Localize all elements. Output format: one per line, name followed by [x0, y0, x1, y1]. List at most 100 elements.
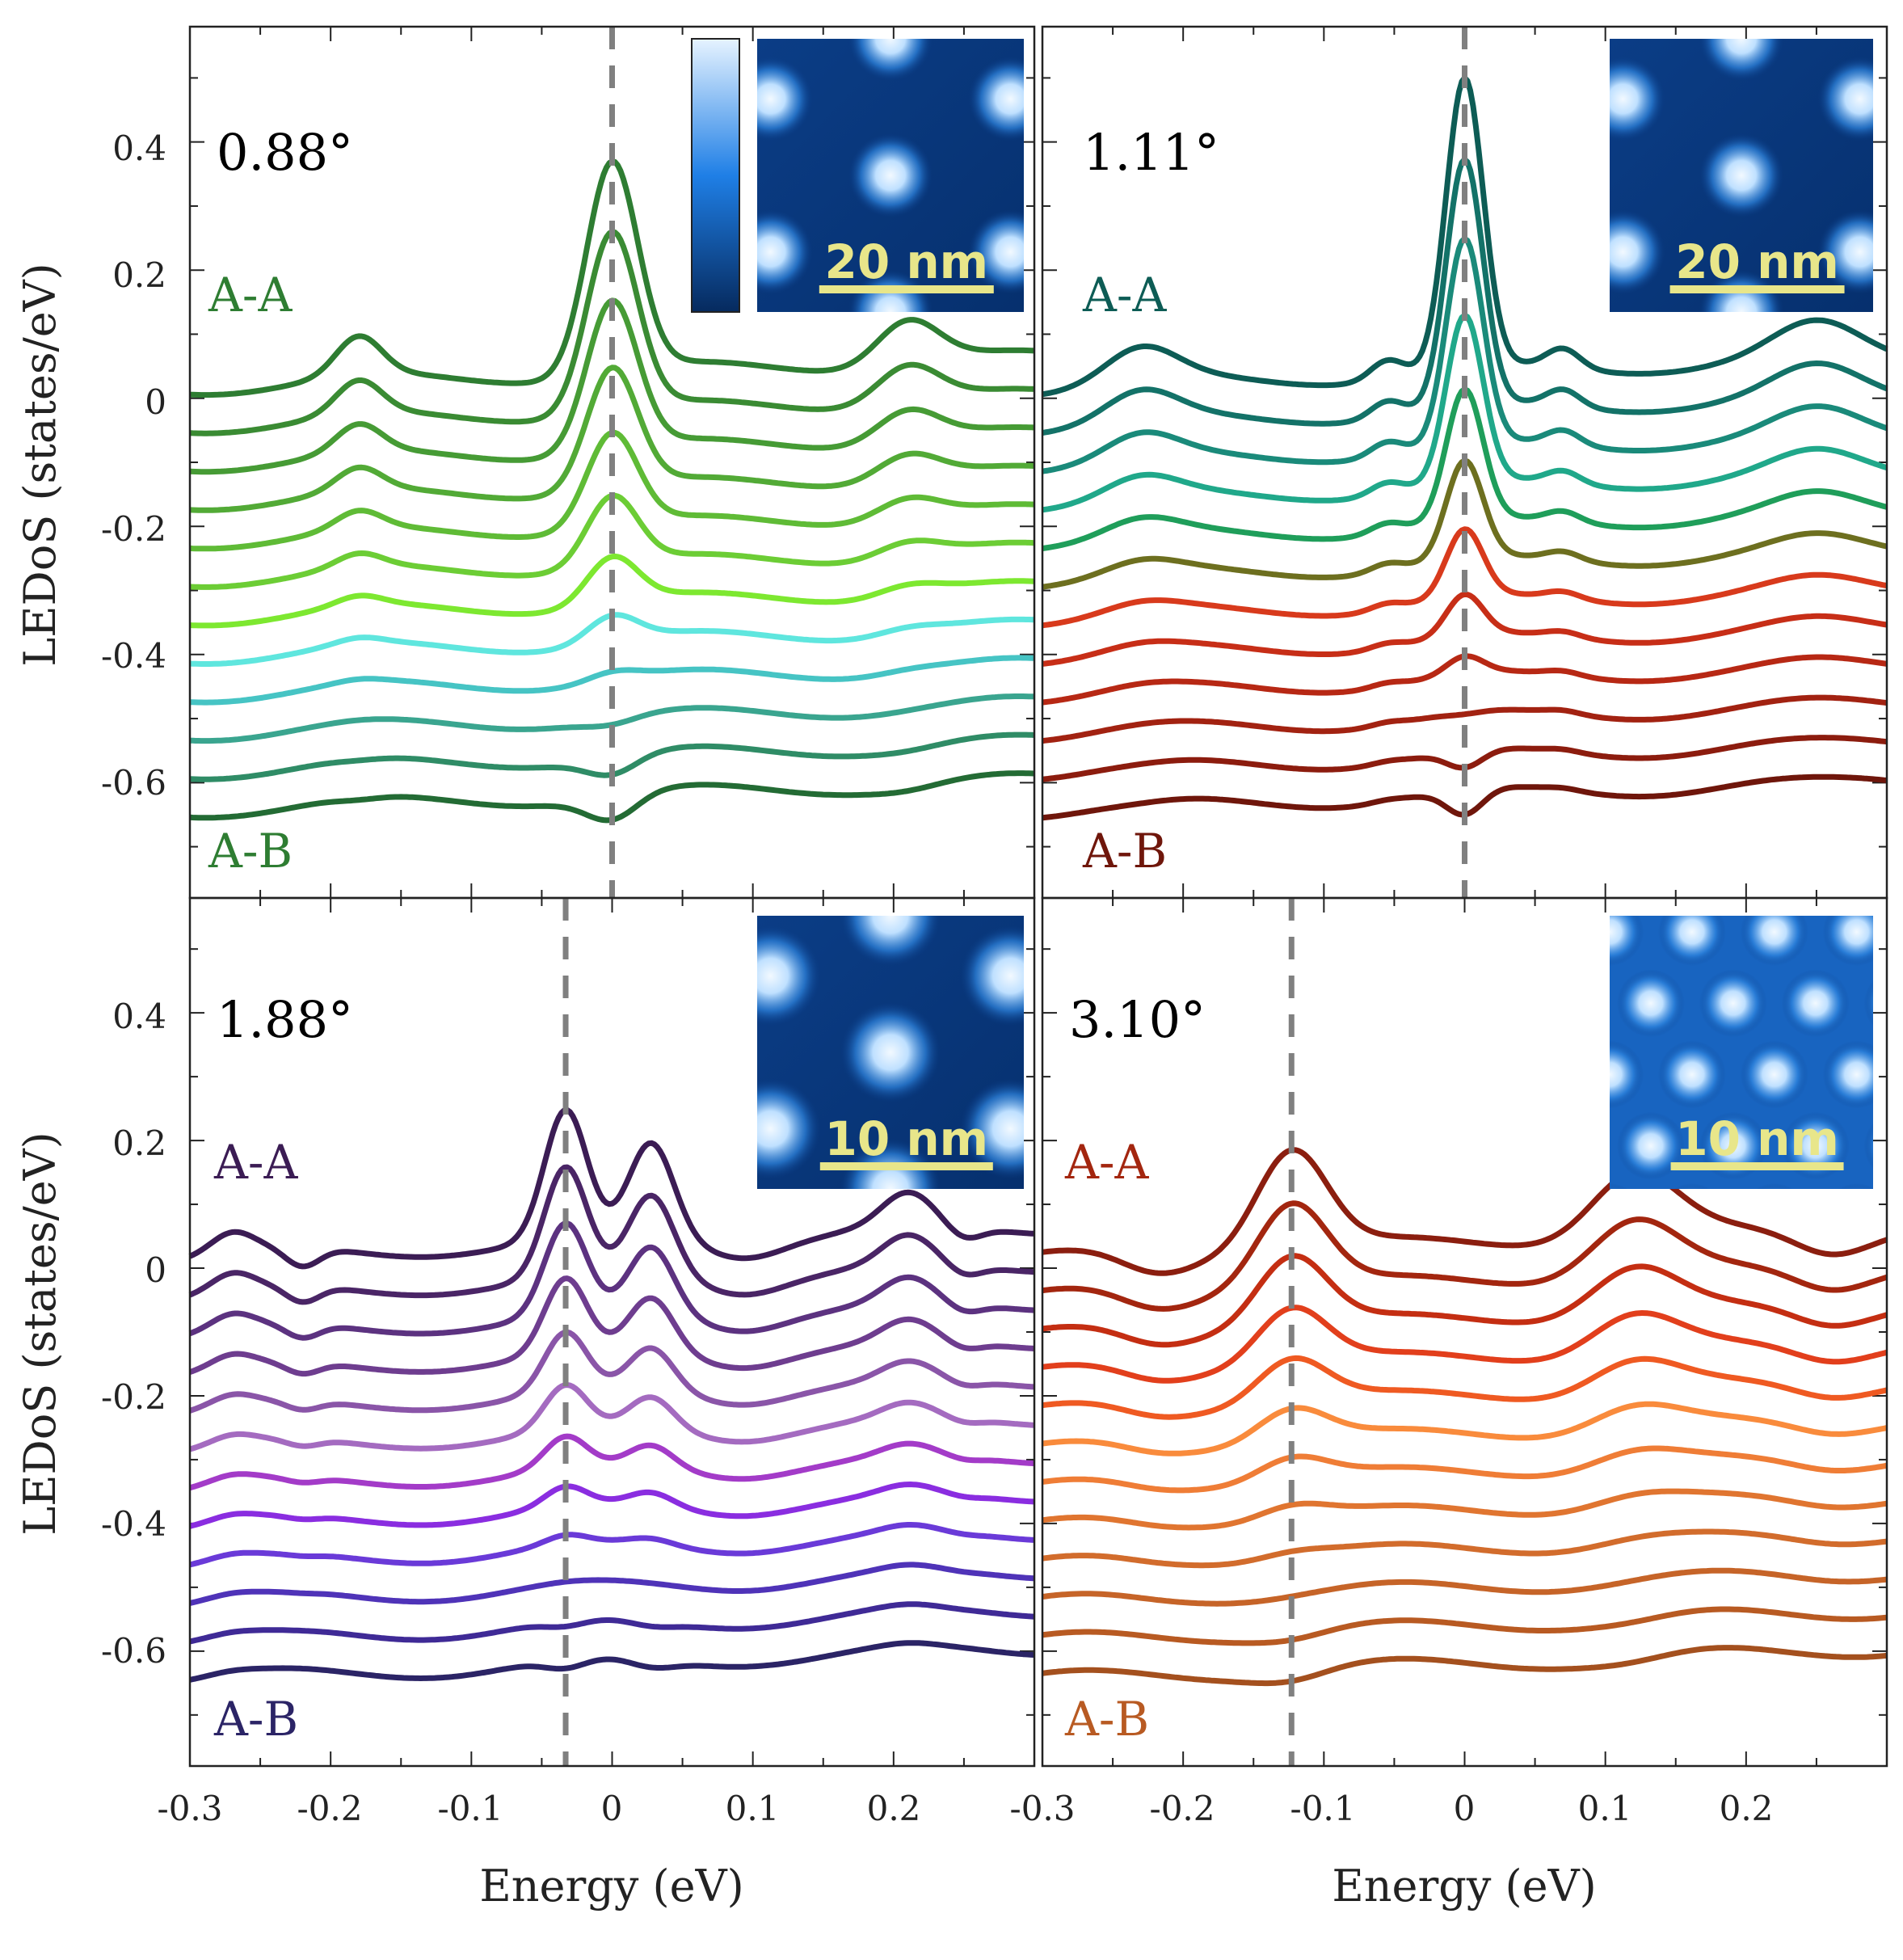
ledos-curve	[1042, 694, 1888, 744]
twist-angle-label: 3.10°	[1069, 990, 1206, 1049]
ledos-curve	[1042, 1305, 1888, 1384]
lattice-spot	[757, 57, 813, 141]
lattice-spot	[1817, 57, 1873, 141]
scale-bar-label: 20 nm	[1675, 234, 1839, 289]
aa-label: A-A	[213, 1135, 298, 1190]
lattice-spot	[1493, 1183, 1561, 1251]
ledos-curve	[189, 1640, 1035, 1683]
x-tick-label: 0.1	[726, 1789, 780, 1828]
aa-label: A-A	[208, 268, 293, 322]
panel-3-10deg: 3.10° A-A A-B 10 nm	[1041, 827, 1888, 1768]
stm-inset: 20 nm	[1610, 39, 1873, 312]
ledos-curve	[189, 365, 1035, 513]
twist-angle-label: 1.88°	[217, 990, 353, 1049]
ledos-curve	[1042, 1528, 1888, 1569]
x-axis-title-left: Energy (eV)	[479, 1861, 743, 1912]
scale-bar-label: 10 nm	[824, 1111, 988, 1166]
y-tick-label: -0.2	[101, 509, 166, 549]
aa-label: A-A	[1064, 1135, 1149, 1190]
panel-frame	[1041, 896, 1888, 1768]
x-axis-title-right: Energy (eV)	[1332, 1861, 1596, 1912]
y-axis-title-bottom: LEDoS (states/eV)	[15, 1132, 65, 1536]
ledos-curve	[189, 655, 1035, 706]
lattice-spot	[1535, 827, 1602, 895]
lattice-spot	[840, 916, 941, 966]
lattice-spot	[1610, 916, 1644, 966]
y-tick-label: 0	[145, 382, 166, 422]
y-tick-label: -0.2	[101, 1377, 166, 1417]
y-tick-label: 0.4	[112, 129, 166, 168]
x-tick-label: -0.2	[297, 1789, 363, 1828]
lattice-spot	[1616, 969, 1685, 1038]
y-axis-title-top: LEDoS (states/eV)	[15, 263, 65, 667]
ledos-curve	[189, 1601, 1035, 1645]
lattice-spot	[960, 925, 1024, 1026]
ledos-curve	[188, 1106, 1035, 1270]
x-tick-label: -0.1	[1290, 1789, 1356, 1828]
lattice-spot	[1755, 1182, 1794, 1189]
ledos-curve	[1042, 1200, 1888, 1312]
y-tick-label: -0.4	[101, 636, 166, 676]
ledos-curve	[1042, 1606, 1888, 1646]
y-tick-label: -0.4	[101, 1504, 166, 1544]
x-tick-label: 0.2	[867, 1789, 921, 1828]
panel-1-88deg: 1.88° A-A A-B 10 nm	[188, 896, 1036, 1768]
lattice-spot	[757, 209, 813, 294]
lattice-spot	[1699, 39, 1783, 81]
x-tick-labels-left: -0.3 -0.2 -0.1 0 0.1 0.2	[158, 1789, 921, 1828]
y-tick-label: 0.2	[112, 1123, 166, 1163]
lattice-spot	[757, 1078, 821, 1179]
ledos-curve	[1042, 1147, 1888, 1276]
ledos-curve	[189, 693, 1035, 744]
stm-inset: 10 nm	[1493, 827, 1873, 1251]
lattice-spot	[757, 925, 821, 1026]
ledos-curve	[189, 1433, 1035, 1491]
ledos-curve	[1042, 1355, 1888, 1420]
ledos-curve	[189, 553, 1035, 629]
lattice-spot	[840, 1002, 941, 1102]
ledos-curve	[1042, 1488, 1888, 1531]
lattice-spot	[1617, 827, 1685, 895]
x-tick-labels-right: -0.3 -0.2 -0.1 0 0.1 0.2	[1010, 1789, 1774, 1828]
lattice-spot	[1863, 980, 1873, 1026]
lattice-spot	[1740, 1040, 1808, 1109]
x-tick-label: 0.2	[1720, 1789, 1774, 1828]
stm-inset: 10 nm	[757, 916, 1024, 1189]
x-tick-label: 0.1	[1578, 1789, 1632, 1828]
y-tick-labels-bottom: 0.4 0.2 0 -0.2 -0.4 -0.6	[101, 997, 166, 1671]
y-tick-label: -0.6	[101, 1631, 166, 1671]
ledos-curve	[188, 1164, 1035, 1305]
lattice-spot	[1699, 969, 1767, 1038]
y-tick-label: 0.2	[112, 255, 166, 295]
lattice-spot	[1838, 1182, 1873, 1189]
ledos-curve	[1042, 1567, 1888, 1607]
lattice-spot	[960, 1078, 1024, 1179]
scale-bar-label: 20 nm	[824, 234, 988, 289]
lattice-spot	[1610, 57, 1665, 141]
lattice-spot	[1822, 916, 1873, 966]
lattice-spot	[1863, 1122, 1873, 1170]
stm-inset: 20 nm	[757, 39, 1024, 312]
ledos-curve	[1042, 591, 1888, 667]
lattice-spot	[1817, 209, 1873, 294]
twist-angle-label: 0.88°	[217, 123, 353, 182]
lattice-spot	[1657, 916, 1726, 966]
lattice-spot	[1616, 1111, 1685, 1180]
ledos-curve	[1042, 1445, 1888, 1494]
aa-label: A-A	[1082, 268, 1167, 322]
x-tick-label: -0.2	[1150, 1789, 1215, 1828]
panel-frame	[188, 896, 1036, 1768]
ledos-curve	[189, 1382, 1035, 1452]
twist-angle-label: 1.11°	[1083, 123, 1219, 182]
y-tick-label: -0.6	[101, 763, 166, 803]
lattice-spot	[1610, 209, 1665, 294]
ledos-curve	[189, 1522, 1035, 1568]
scale-bar-label: 10 nm	[1675, 1111, 1839, 1166]
lattice-spot	[1782, 827, 1850, 895]
lattice-spot	[968, 209, 1024, 294]
x-tick-label: 0	[601, 1789, 623, 1828]
lattice-spot	[1493, 898, 1561, 966]
panel-1-11deg: 1.11° A-A A-B 20 nm	[1041, 25, 1888, 900]
lattice-spot	[1822, 1040, 1873, 1109]
